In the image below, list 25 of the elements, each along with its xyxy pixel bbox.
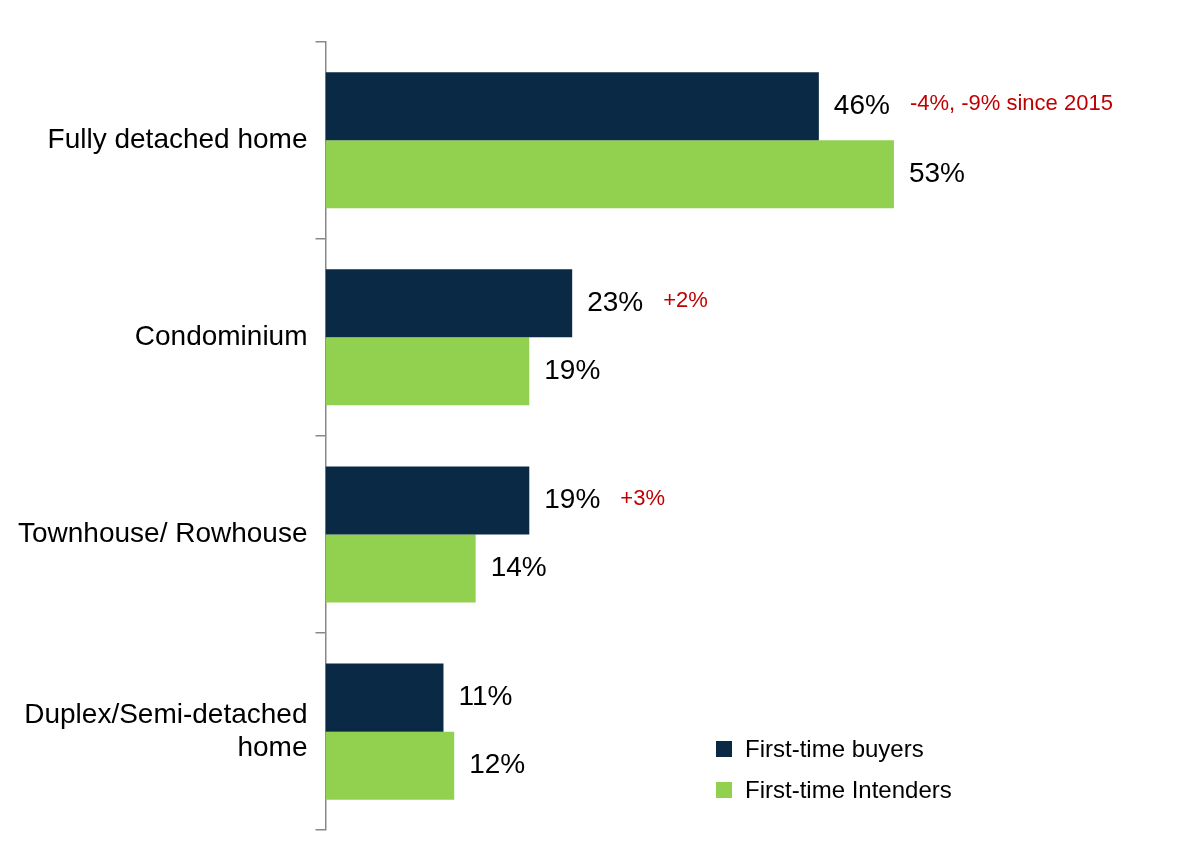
annotation: +2% xyxy=(663,287,708,313)
annotation: +3% xyxy=(620,484,665,510)
data-label: 19% xyxy=(544,483,601,515)
data-label: 19% xyxy=(544,354,601,386)
text: -4%, -9% since 2015 xyxy=(909,90,1113,116)
y-tick-label: Townhouse/ Rowhouse xyxy=(18,517,308,549)
data-label: 23% xyxy=(587,286,644,318)
bar xyxy=(325,663,444,732)
data-label: 53% xyxy=(908,156,965,188)
data-label: 14% xyxy=(490,551,547,583)
data-label: 46% xyxy=(833,88,890,120)
data-label: 11% xyxy=(458,680,513,712)
bar xyxy=(325,269,573,338)
legend-label: First-time buyers xyxy=(745,734,924,763)
y-tick-label: Condominium xyxy=(134,320,308,352)
bar xyxy=(325,466,530,535)
bar xyxy=(325,534,476,603)
y-tick-label: Duplex/Semi-detached home xyxy=(24,697,308,763)
y-tick-label: Fully detached home xyxy=(47,122,308,154)
bar xyxy=(325,72,819,141)
bar xyxy=(325,731,455,800)
bar xyxy=(325,337,530,406)
bar xyxy=(325,140,894,209)
legend-label: First-time Intenders xyxy=(745,775,952,804)
data-label: 12% xyxy=(469,748,526,780)
